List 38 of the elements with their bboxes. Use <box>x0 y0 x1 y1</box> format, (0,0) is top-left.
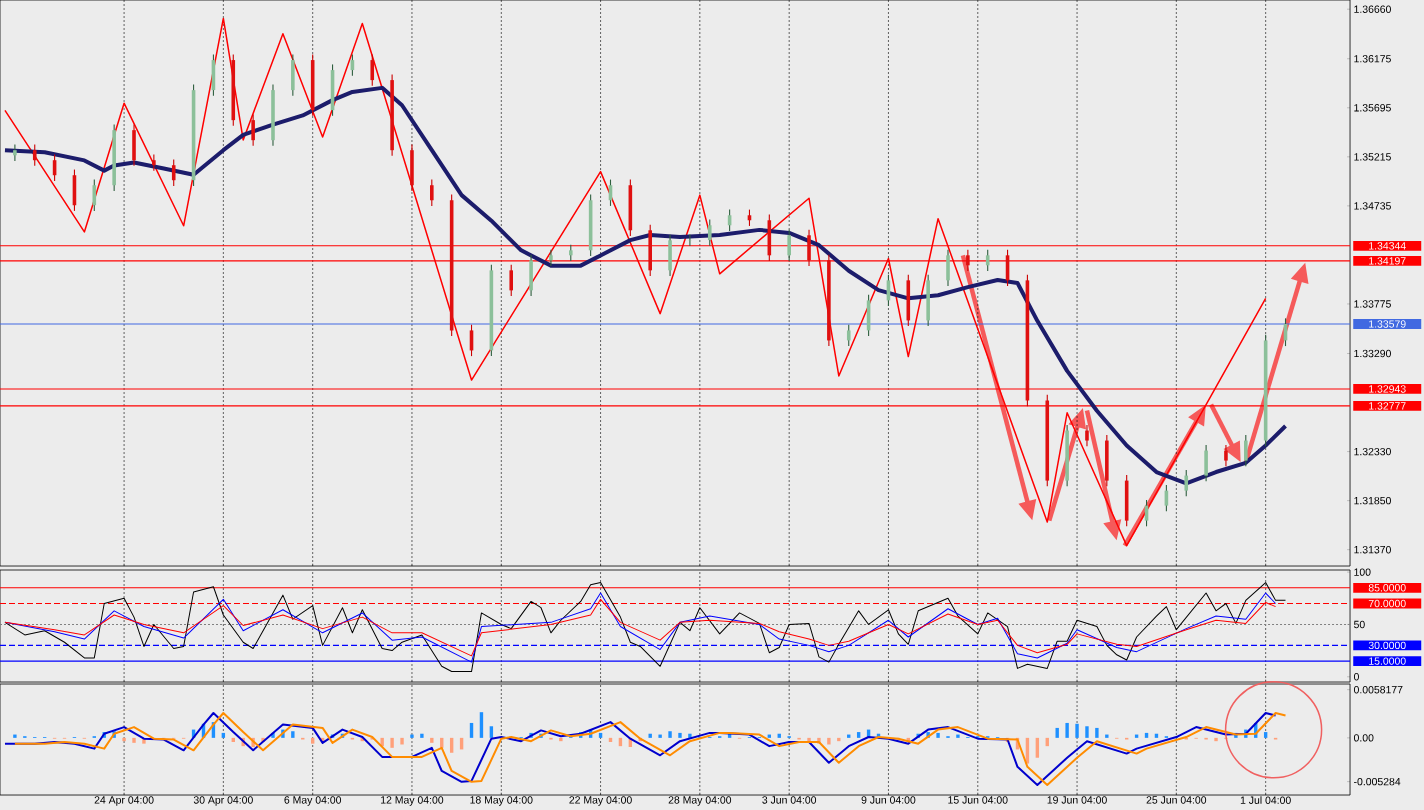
ref-line-label: 1.32943 <box>1369 385 1406 393</box>
x-tick-label: 15 Jun 04:00 <box>948 796 1008 804</box>
ref-line-label: 70.0000 <box>1368 599 1406 608</box>
ref-line-label: 1.34197 <box>1369 257 1406 265</box>
y-tick-label: -0.005284 <box>1354 777 1401 786</box>
y-tick-label: 1.35695 <box>1354 104 1391 112</box>
x-tick-label: 3 Jun 04:00 <box>762 796 817 804</box>
y-tick-label: 50 <box>1353 620 1365 629</box>
y-tick-label: 1.33290 <box>1354 349 1391 358</box>
y-tick-label: 0.0058177 <box>1353 685 1403 694</box>
ref-line-label: 1.33579 <box>1369 320 1406 328</box>
x-tick-label: 1 Jul 04:00 <box>1240 796 1291 804</box>
ref-line-label: 30.0000 <box>1368 641 1406 650</box>
x-tick-label: 6 May 04:00 <box>284 796 342 806</box>
y-tick-label: 1.35215 <box>1354 153 1391 161</box>
x-tick-label: 28 May 04:00 <box>668 796 732 806</box>
x-tick-label: 22 May 04:00 <box>569 796 632 806</box>
y-tick-label: 0.00 <box>1353 734 1374 742</box>
x-tick-label: 19 Jun 04:00 <box>1047 796 1107 804</box>
y-tick-label: 1.34735 <box>1354 202 1391 210</box>
ref-line-label: 85.0000 <box>1368 584 1406 592</box>
y-tick-label: 0 <box>1353 673 1359 681</box>
y-tick-label: 1.33775 <box>1354 300 1391 308</box>
x-tick-label: 24 Apr 04:00 <box>94 796 154 806</box>
x-tick-label: 12 May 04:00 <box>381 796 444 806</box>
y-tick-label: 1.36175 <box>1354 55 1391 63</box>
ref-line-label: 1.32777 <box>1369 402 1406 410</box>
ref-line-label: 15.0000 <box>1369 657 1406 665</box>
x-tick-label: 25 Jun 04:00 <box>1146 796 1207 804</box>
y-tick-label: 1.31370 <box>1354 545 1391 554</box>
y-tick-label: 1.32330 <box>1354 447 1391 456</box>
y-tick-label: 100 <box>1354 568 1371 576</box>
x-tick-label: 18 May 04:00 <box>470 796 533 806</box>
y-tick-label: 1.36660 <box>1354 5 1391 13</box>
y-tick-label: 1.31850 <box>1354 496 1391 505</box>
ref-line-label: 1.34344 <box>1369 242 1406 250</box>
x-tick-label: 9 Jun 04:00 <box>861 796 916 804</box>
x-tick-label: 30 Apr 04:00 <box>193 796 253 806</box>
